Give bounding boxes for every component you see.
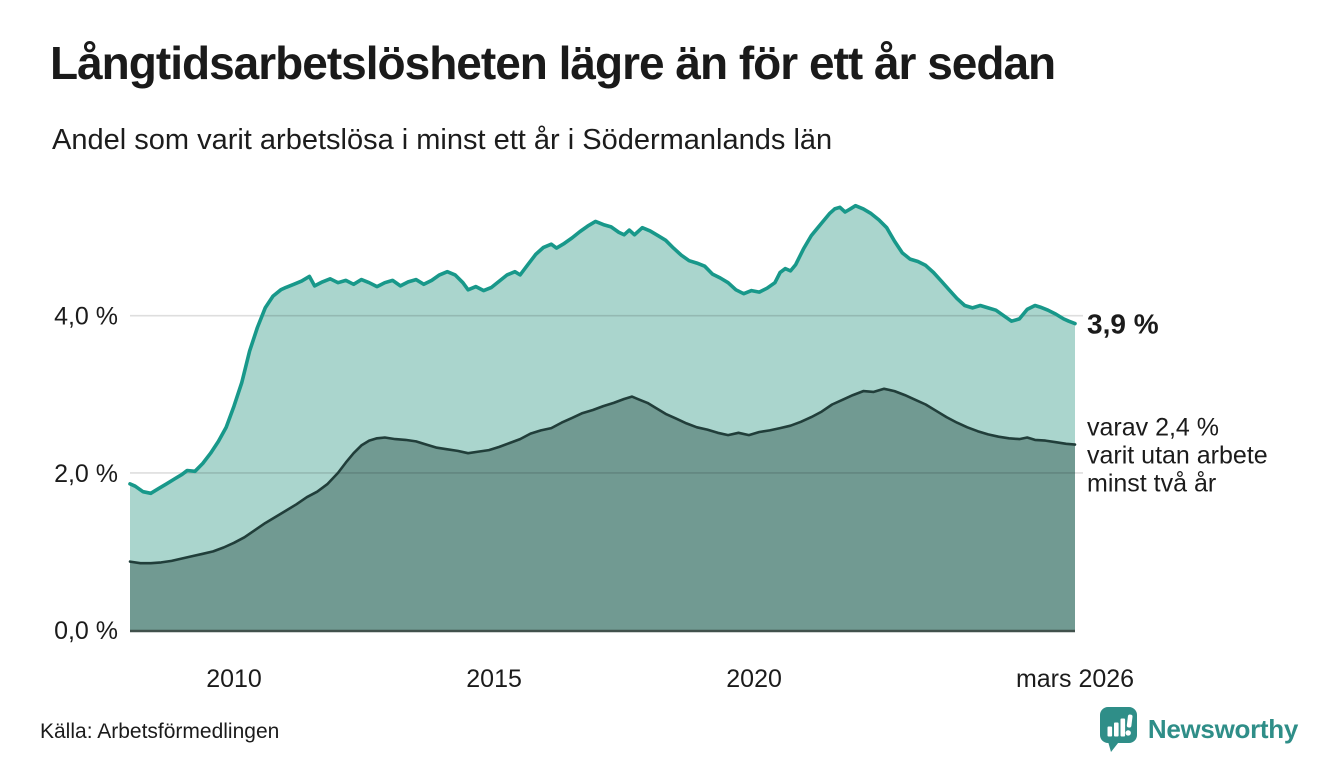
y-tick-label: 0,0 % xyxy=(54,617,118,645)
end-value-label: 3,9 % xyxy=(1087,309,1159,340)
note-line-2: minst två år xyxy=(1087,470,1216,498)
source-note: Källa: Arbetsförmedlingen xyxy=(40,720,280,743)
x-tick-label: 2020 xyxy=(726,665,782,693)
page-subtitle: Andel som varit arbetslösa i minst ett å… xyxy=(52,124,833,156)
x-tick-label: mars 2026 xyxy=(1016,665,1134,693)
y-tick-label: 2,0 % xyxy=(54,460,118,488)
note-line-1: varit utan arbete xyxy=(1087,442,1268,470)
newsworthy-bubble-chart-icon xyxy=(1099,707,1137,752)
newsworthy-logo: Newsworthy xyxy=(1099,706,1298,753)
icon-bar-2 xyxy=(1113,722,1119,737)
icon-exclamation xyxy=(1125,714,1133,736)
series-line-1 xyxy=(128,387,1077,565)
x-tick-label: 2015 xyxy=(466,665,522,693)
unemployment-area-chart: 0,0 % 2,0 % 4,0 % 2010 2015 2020 mars 2026 3,9 … xyxy=(54,203,1268,693)
series-line-0 xyxy=(128,203,1077,496)
y-tick-label: 4,0 % xyxy=(54,303,118,331)
series-area-1 xyxy=(130,388,1075,630)
page-title: Långtidsarbetslösheten lägre än för ett … xyxy=(50,37,1056,89)
x-tick-label: 2010 xyxy=(206,665,262,693)
icon-bar-3 xyxy=(1120,718,1125,737)
note-line-0: varav 2,4 % xyxy=(1087,414,1219,442)
newsworthy-logo-text: Newsworthy xyxy=(1147,714,1298,744)
icon-bar-1 xyxy=(1107,726,1112,737)
